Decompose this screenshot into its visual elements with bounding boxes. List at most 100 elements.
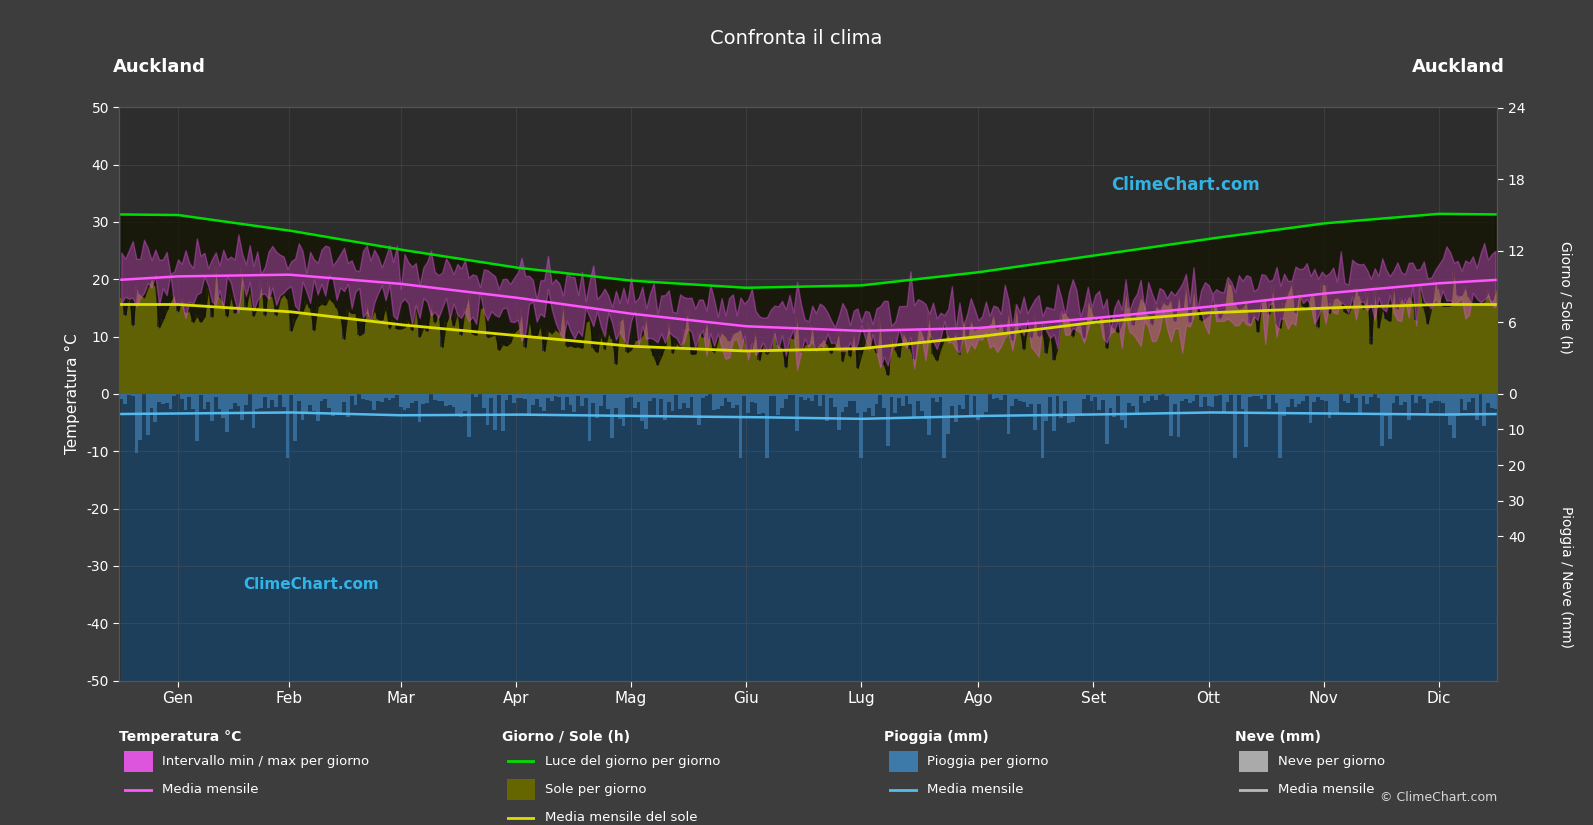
Bar bbox=[365, 394, 368, 400]
Bar bbox=[1489, 300, 1494, 394]
Bar bbox=[508, 342, 511, 394]
Bar bbox=[916, 394, 919, 401]
Bar bbox=[1192, 287, 1195, 394]
Bar bbox=[765, 394, 769, 458]
Bar bbox=[1456, 394, 1459, 416]
Bar bbox=[1260, 302, 1263, 394]
Bar bbox=[335, 394, 338, 412]
Bar bbox=[464, 394, 467, 412]
Bar bbox=[1040, 332, 1045, 394]
Bar bbox=[191, 322, 194, 394]
Bar bbox=[588, 394, 591, 441]
Bar bbox=[307, 394, 312, 404]
Bar bbox=[1368, 344, 1373, 394]
Bar bbox=[169, 300, 172, 394]
Bar bbox=[613, 394, 618, 408]
Bar bbox=[961, 315, 965, 394]
Text: Temperatura °C: Temperatura °C bbox=[119, 730, 242, 744]
Bar bbox=[1010, 394, 1015, 406]
Bar bbox=[467, 394, 470, 437]
Bar bbox=[1207, 315, 1211, 394]
Bar bbox=[1346, 394, 1351, 403]
Bar bbox=[871, 394, 875, 416]
Bar bbox=[1192, 394, 1195, 401]
Bar bbox=[685, 394, 690, 408]
Bar bbox=[1388, 321, 1392, 394]
Bar bbox=[957, 394, 961, 405]
Bar bbox=[164, 310, 169, 394]
Bar bbox=[444, 323, 448, 394]
Bar bbox=[875, 352, 878, 394]
Bar bbox=[667, 394, 671, 403]
Bar bbox=[312, 330, 315, 394]
Bar bbox=[444, 394, 448, 406]
Bar bbox=[218, 296, 221, 394]
Bar bbox=[674, 394, 679, 395]
Bar bbox=[943, 394, 946, 458]
Bar bbox=[1407, 394, 1410, 420]
Text: Giorno / Sole (h): Giorno / Sole (h) bbox=[1560, 241, 1572, 353]
Bar bbox=[841, 394, 844, 412]
Bar bbox=[550, 394, 554, 402]
Bar bbox=[583, 394, 588, 398]
Bar bbox=[1015, 394, 1018, 399]
Bar bbox=[569, 394, 572, 404]
Bar bbox=[1106, 348, 1109, 394]
Bar bbox=[368, 319, 373, 394]
Bar bbox=[977, 394, 980, 420]
Bar bbox=[538, 325, 542, 394]
Bar bbox=[1305, 308, 1309, 394]
Bar bbox=[1290, 394, 1294, 398]
Bar bbox=[739, 328, 742, 394]
Bar bbox=[1263, 299, 1266, 394]
Bar bbox=[229, 295, 233, 394]
Bar bbox=[470, 333, 475, 394]
Bar bbox=[734, 394, 739, 405]
Text: Pioggia (mm): Pioggia (mm) bbox=[884, 730, 989, 744]
Bar bbox=[1040, 394, 1045, 458]
Bar bbox=[991, 394, 996, 399]
Bar bbox=[897, 394, 902, 398]
Bar bbox=[1139, 296, 1142, 394]
Bar bbox=[1109, 322, 1112, 394]
Bar bbox=[236, 303, 241, 394]
Bar bbox=[836, 332, 841, 394]
Bar bbox=[580, 348, 583, 394]
Bar bbox=[773, 394, 776, 396]
Bar bbox=[1313, 394, 1316, 402]
Bar bbox=[1233, 394, 1236, 458]
Bar bbox=[897, 357, 902, 394]
Bar bbox=[704, 394, 709, 395]
Bar bbox=[323, 394, 327, 399]
Bar bbox=[806, 394, 811, 398]
Bar bbox=[180, 299, 183, 394]
Bar bbox=[1037, 336, 1040, 394]
Bar bbox=[271, 297, 274, 394]
Bar bbox=[225, 316, 229, 394]
Bar bbox=[723, 394, 728, 398]
Bar bbox=[698, 394, 701, 425]
Bar bbox=[803, 394, 806, 400]
Bar bbox=[908, 394, 913, 403]
Bar bbox=[949, 341, 954, 394]
Bar bbox=[701, 394, 704, 398]
Bar bbox=[908, 349, 913, 394]
Bar bbox=[792, 394, 795, 395]
Bar bbox=[409, 330, 414, 394]
Bar bbox=[392, 394, 395, 398]
Bar bbox=[417, 394, 422, 422]
Bar bbox=[746, 351, 750, 394]
Bar bbox=[1010, 340, 1015, 394]
Bar bbox=[508, 394, 511, 395]
Bar bbox=[847, 356, 852, 394]
Bar bbox=[1034, 315, 1037, 394]
Bar bbox=[852, 329, 855, 394]
Bar bbox=[913, 359, 916, 394]
Bar bbox=[530, 394, 535, 404]
Bar bbox=[1203, 394, 1207, 397]
Bar bbox=[1098, 394, 1101, 410]
Bar bbox=[1188, 322, 1192, 394]
Bar bbox=[1051, 394, 1056, 431]
Bar bbox=[180, 394, 183, 399]
Bar bbox=[1384, 318, 1388, 394]
